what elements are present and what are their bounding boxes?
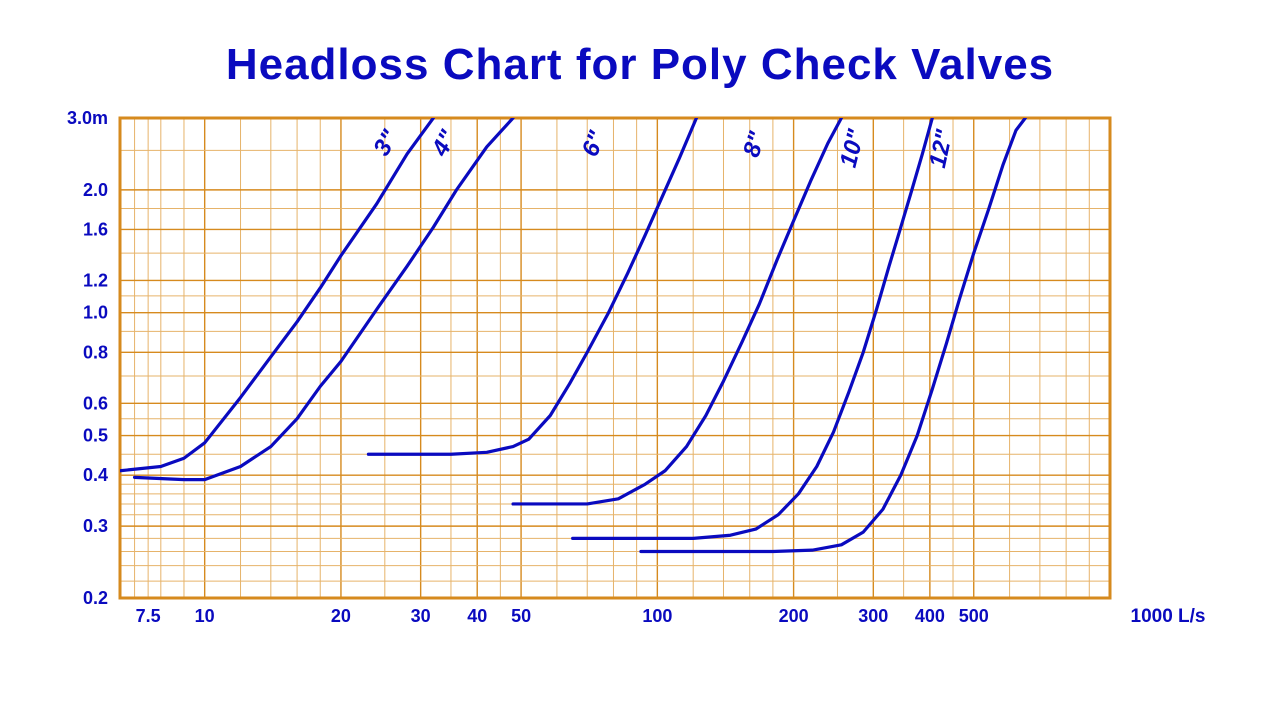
x-tick-label: 30: [411, 606, 431, 626]
y-tick-label: 0.2: [83, 588, 108, 608]
x-tick-label: 50: [511, 606, 531, 626]
x-tick-label: 400: [915, 606, 945, 626]
y-tick-label: 0.3: [83, 516, 108, 536]
series-group: [120, 118, 1025, 552]
y-tick-label: 0.8: [83, 342, 108, 362]
headloss-chart: 0.2 0.3 0.4 0.5 0.6 0.8 1.0 1.2 1.6 2.0 3.0m 7.5 10 2…: [50, 108, 1230, 638]
y-tick-label: 3.0m: [67, 108, 108, 128]
y-tick-label: 2.0: [83, 180, 108, 200]
series-label: 8": [738, 128, 772, 160]
x-tick-label: 40: [467, 606, 487, 626]
y-tick-label: 0.4: [83, 465, 108, 485]
series-label: 4": [426, 125, 462, 161]
x-tick-label: 500: [959, 606, 989, 626]
series-label: 3": [368, 125, 404, 160]
x-tick-label: 7.5: [136, 606, 161, 626]
x-tick-label: 300: [858, 606, 888, 626]
x-tick-label: 20: [331, 606, 351, 626]
y-tick-label: 0.6: [83, 393, 108, 413]
y-tick-label: 0.5: [83, 426, 108, 446]
x-axis-unit: 1000 L/s: [1131, 606, 1206, 627]
series-label: 6": [577, 127, 612, 161]
series-line: [135, 118, 513, 480]
chart-title: Headloss Chart for Poly Check Valves: [0, 40, 1280, 90]
x-tick-label: 200: [779, 606, 809, 626]
chart-svg: 0.2 0.3 0.4 0.5 0.6 0.8 1.0 1.2 1.6 2.0 3.0m 7.5 10 2…: [50, 108, 1230, 638]
y-tick-label: 1.0: [83, 303, 108, 323]
x-tick-label: 10: [195, 606, 215, 626]
x-tick-label: 100: [642, 606, 672, 626]
series-line: [513, 118, 841, 504]
series-label: 10": [835, 126, 871, 170]
y-tick-label: 1.2: [83, 270, 108, 290]
y-tick-label: 1.6: [83, 219, 108, 239]
series-line: [641, 118, 1025, 552]
